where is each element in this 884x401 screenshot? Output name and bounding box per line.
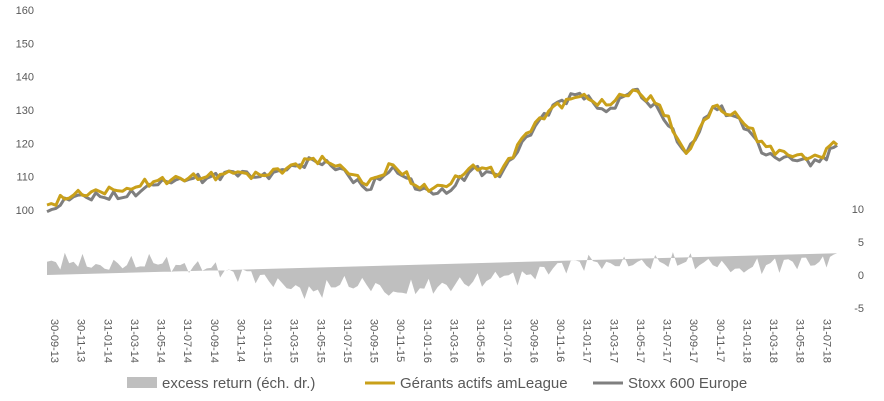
x-tick-label: 31-01-18 (741, 319, 753, 363)
left-y-axis: 100 110 120 130 140 150 160 (16, 5, 34, 217)
x-tick-label: 30-11-17 (714, 319, 726, 362)
x-tick-label: 30-09-17 (687, 319, 699, 363)
left-y-tick-label: 140 (16, 72, 34, 84)
legend-item: excess return (éch. dr.) (127, 375, 315, 392)
x-tick-label: 31-01-15 (261, 319, 273, 363)
x-tick-label: 30-11-13 (75, 319, 87, 362)
x-tick-label: 30-09-16 (527, 319, 539, 363)
right-y-tick-label: 5 (858, 237, 864, 249)
left-y-tick-label: 120 (16, 138, 34, 150)
right-y-axis: -5 0 5 10 (852, 204, 864, 315)
excess-return-layer (47, 252, 838, 299)
right-y-tick-label: 0 (858, 270, 864, 282)
x-tick-label: 31-05-17 (634, 319, 646, 363)
x-tick-label: 30-11-14 (234, 319, 246, 362)
legend-item: Gérants actifs amLeague (365, 375, 568, 392)
right-y-tick-label: 10 (852, 204, 864, 216)
x-tick-label: 31-01-14 (101, 319, 113, 363)
x-tick-label: 31-03-16 (448, 319, 460, 363)
legend-item: Stoxx 600 Europe (593, 375, 747, 392)
x-tick-label: 30-09-15 (368, 319, 380, 363)
series-area-excess-return (47, 252, 838, 299)
legend-label: Stoxx 600 Europe (628, 375, 747, 392)
x-tick-label: 31-01-17 (581, 319, 593, 363)
x-tick-label: 31-03-15 (288, 319, 300, 363)
x-tick-label: 31-07-15 (341, 319, 353, 363)
legend-label: excess return (éch. dr.) (162, 375, 315, 392)
x-tick-label: 31-07-14 (181, 319, 193, 363)
x-tick-label: 31-05-15 (314, 319, 326, 363)
x-tick-label: 31-05-16 (474, 319, 486, 363)
x-tick-label: 31-05-18 (794, 319, 806, 363)
left-y-tick-label: 150 (16, 38, 34, 50)
legend-label: Gérants actifs amLeague (400, 375, 568, 392)
x-tick-label: 31-03-14 (128, 319, 140, 363)
x-tick-label: 30-11-16 (554, 319, 566, 362)
x-tick-label: 30-11-15 (394, 319, 406, 362)
x-axis: 30-09-13 30-11-13 31-01-14 31-03-14 31-05-14… (48, 319, 832, 363)
lines-layer (46, 87, 839, 214)
legend: excess return (éch. dr.) Gérants actifs a… (127, 375, 747, 392)
x-tick-label: 31-03-17 (607, 319, 619, 363)
left-y-tick-label: 110 (16, 172, 34, 184)
x-tick-label: 31-07-17 (661, 319, 673, 363)
left-y-tick-label: 130 (16, 105, 34, 117)
right-y-tick-label: -5 (854, 303, 864, 315)
x-tick-label: 31-07-18 (820, 319, 832, 363)
x-tick-label: 31-03-18 (767, 319, 779, 363)
x-tick-label: 31-05-14 (155, 319, 167, 363)
left-y-tick-label: 160 (16, 5, 34, 17)
left-y-tick-label: 100 (16, 205, 34, 217)
x-tick-label: 31-01-16 (421, 319, 433, 363)
x-tick-label: 31-07-16 (501, 319, 513, 363)
x-tick-label: 30-09-13 (48, 319, 60, 363)
x-tick-label: 30-09-14 (208, 319, 220, 363)
series-line-g-rants-actifs-amleague (46, 88, 839, 207)
legend-swatch (127, 377, 157, 388)
